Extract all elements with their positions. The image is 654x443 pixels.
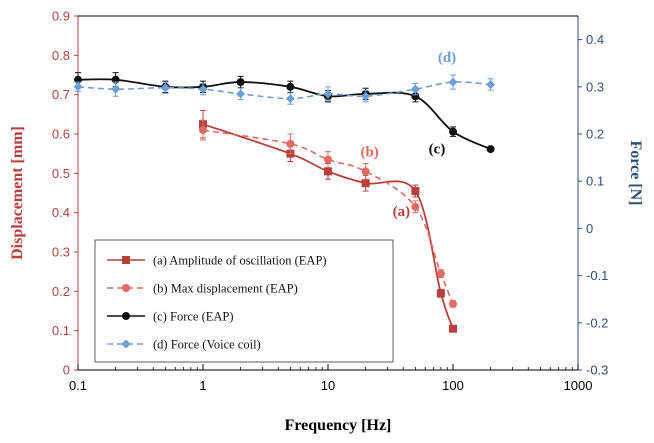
y-tick-label-left: 0.7 xyxy=(52,87,70,102)
data-point xyxy=(449,324,457,333)
series-annotations: (a) (b) (c) (d) xyxy=(360,50,456,220)
y-tick-label-left: 0.9 xyxy=(52,9,70,24)
series-annotation: (d) xyxy=(438,50,456,66)
data-point xyxy=(323,89,333,99)
series-line xyxy=(77,78,492,150)
legend-label: (a) Amplitude of oscillation (EAP) xyxy=(153,254,327,268)
data-point xyxy=(160,83,170,93)
series-layer xyxy=(73,72,496,333)
data-point xyxy=(286,139,295,148)
x-tick-label: 1000 xyxy=(564,378,593,393)
legend-item: (c) Force (EAP) xyxy=(107,310,234,324)
legend-swatch-marker xyxy=(122,284,130,292)
data-point xyxy=(411,202,420,211)
axes: 00.10.20.30.40.50.60.70.80.9-0.3-0.2-0.1… xyxy=(52,9,608,394)
y-tick-label-left: 0.2 xyxy=(52,284,70,299)
data-point xyxy=(448,77,458,87)
data-point xyxy=(236,78,245,87)
y-tick-label-left: 0.3 xyxy=(52,245,70,260)
data-point xyxy=(411,92,420,101)
x-tick-label: 0.1 xyxy=(69,378,87,393)
data-point xyxy=(411,187,420,196)
data-point xyxy=(198,84,208,94)
legend-item: (d) Force (Voice coil) xyxy=(107,338,261,352)
y-tick-label-right: 0.2 xyxy=(586,127,604,142)
y-tick-label-right: 0.3 xyxy=(586,79,604,94)
legend-swatch-marker xyxy=(121,339,131,349)
y-tick-label-left: 0 xyxy=(63,363,70,378)
data-point xyxy=(436,289,445,298)
y-axis-title-left: Displacement [mm] xyxy=(9,126,26,260)
series-annotation: (a) xyxy=(393,204,411,220)
x-tick-label: 100 xyxy=(442,378,464,393)
data-point xyxy=(449,299,457,308)
data-point xyxy=(486,145,495,154)
legend-swatch-marker xyxy=(122,312,130,320)
legend-item: (b) Max displacement (EAP) xyxy=(107,282,298,296)
legend-label: (c) Force (EAP) xyxy=(153,310,234,324)
y-tick-label-left: 0.1 xyxy=(52,323,70,338)
data-point xyxy=(236,89,246,99)
legend-label: (d) Force (Voice coil) xyxy=(153,338,261,352)
series-1 xyxy=(199,119,457,308)
data-point xyxy=(361,91,371,101)
data-point xyxy=(361,167,370,176)
legend-item: (a) Amplitude of oscillation (EAP) xyxy=(107,254,327,268)
legend-label: (b) Max displacement (EAP) xyxy=(153,282,298,296)
series-line xyxy=(77,81,491,100)
y-tick-label-right: -0.2 xyxy=(586,315,608,330)
data-point xyxy=(73,82,83,92)
data-point xyxy=(324,167,332,176)
data-point xyxy=(436,269,445,278)
data-point xyxy=(324,155,332,164)
y-tick-label-right: -0.3 xyxy=(586,363,608,378)
y-axis-title-right: Force [N] xyxy=(627,141,644,206)
data-point xyxy=(199,126,207,135)
data-point xyxy=(410,84,420,94)
y-tick-label-right: -0.1 xyxy=(586,268,608,283)
y-tick-label-right: 0.4 xyxy=(586,32,604,47)
y-tick-label-right: 0.1 xyxy=(586,174,604,189)
legend-swatch-marker xyxy=(122,256,130,264)
data-point xyxy=(111,84,121,94)
series-annotation: (c) xyxy=(429,142,446,158)
data-point xyxy=(449,127,457,136)
y-tick-label-left: 0.4 xyxy=(52,205,70,220)
data-point xyxy=(286,82,295,91)
y-tick-label-left: 0.8 xyxy=(52,48,70,63)
x-tick-label: 1 xyxy=(199,378,206,393)
data-point xyxy=(361,179,370,188)
y-tick-label-left: 0.6 xyxy=(52,127,70,142)
series-3 xyxy=(73,74,496,105)
y-tick-label-right: 0 xyxy=(586,221,593,236)
x-axis-title: Frequency [Hz] xyxy=(285,417,392,434)
y-tick-label-left: 0.5 xyxy=(52,166,70,181)
series-annotation: (b) xyxy=(360,144,378,160)
legend: (a) Amplitude of oscillation (EAP) (b) Ma… xyxy=(94,239,394,363)
x-tick-label: 10 xyxy=(321,378,335,393)
data-point xyxy=(486,79,496,89)
data-point xyxy=(285,94,295,104)
